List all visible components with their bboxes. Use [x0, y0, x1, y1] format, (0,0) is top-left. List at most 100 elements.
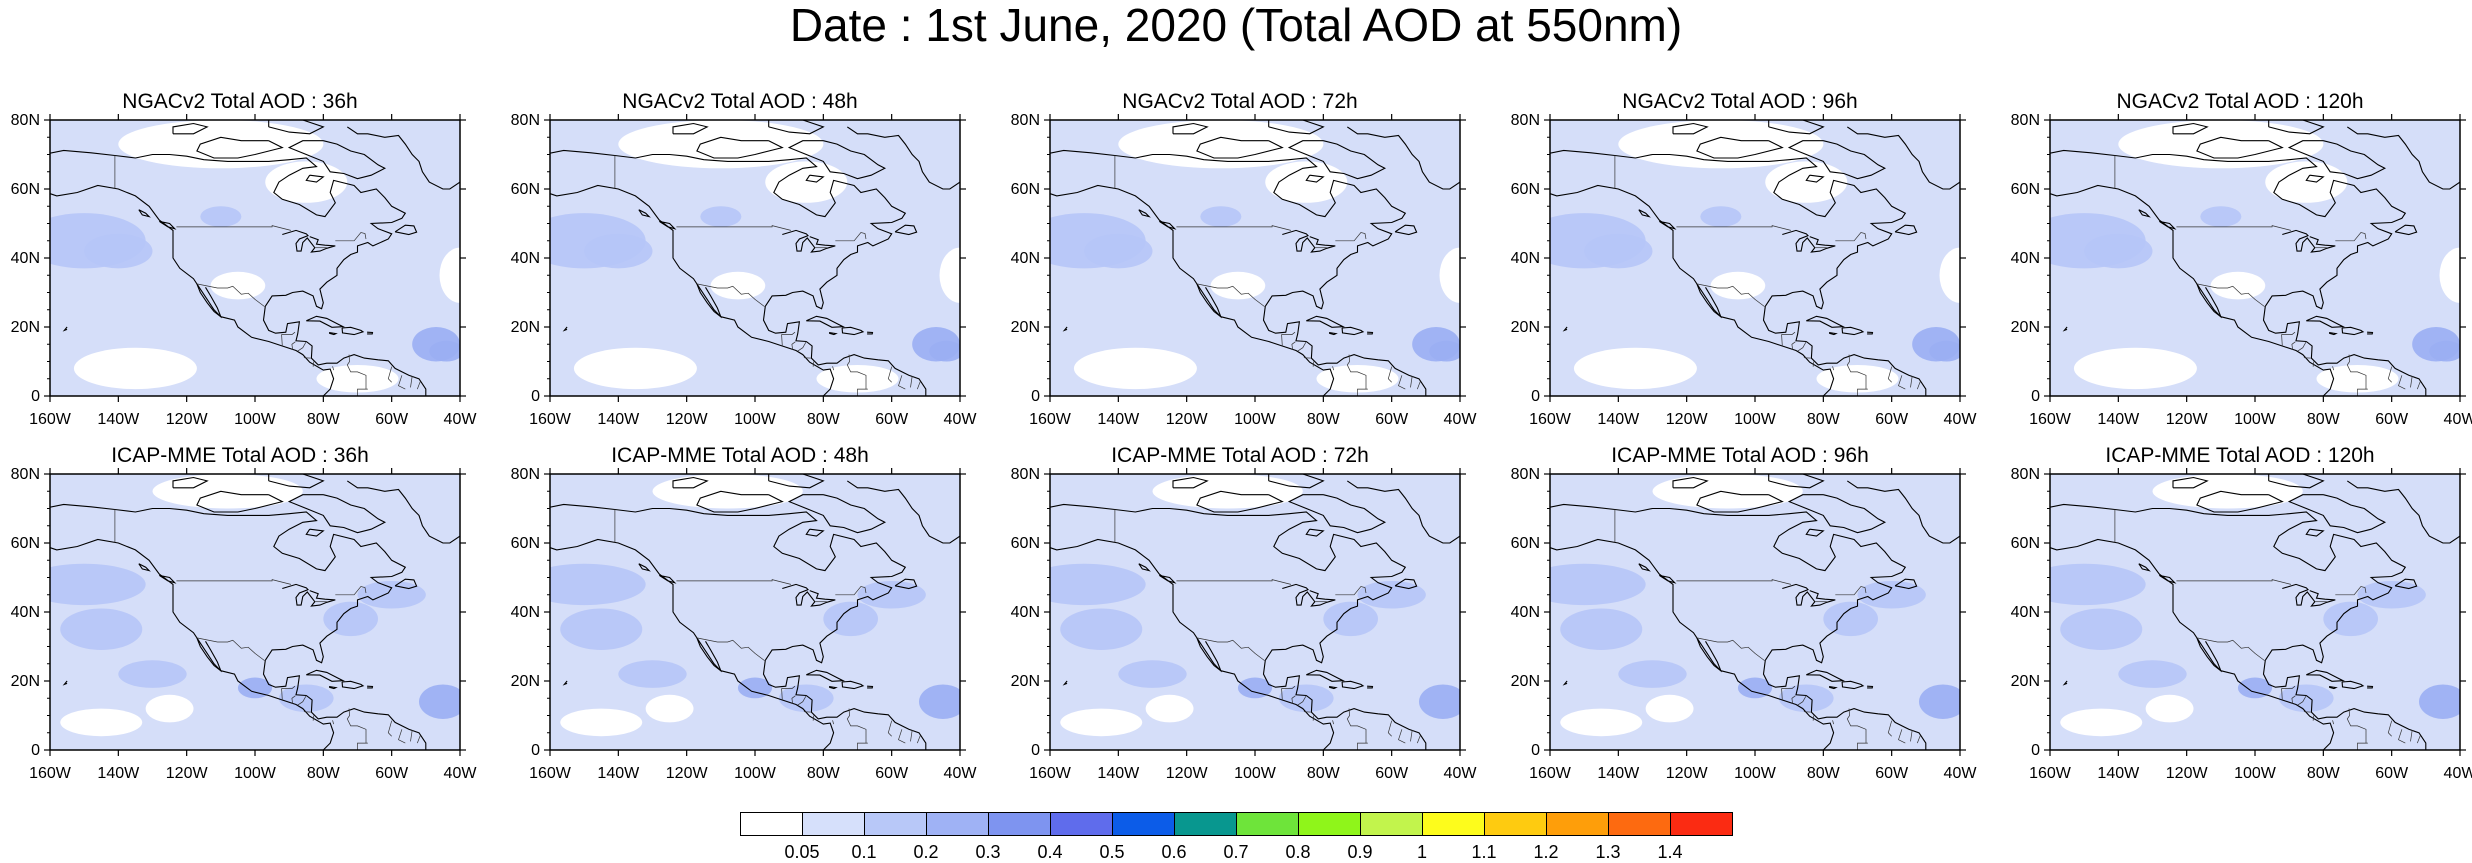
- x-tick-label: 140W: [97, 765, 140, 782]
- clear-area: [653, 474, 803, 509]
- colorbar-label: 0.7: [1206, 842, 1266, 863]
- colorbar-swatch: [988, 812, 1051, 836]
- aod-patch: [2323, 602, 2378, 637]
- colorbar-swatch: [1050, 812, 1113, 836]
- colorbar-label: 0.2: [896, 842, 956, 863]
- x-tick-label: 140W: [597, 411, 640, 428]
- aod-patch: [584, 234, 652, 269]
- colorbar-swatch: [1608, 812, 1671, 836]
- aod-patch: [323, 602, 378, 637]
- y-tick-label: 0: [1531, 388, 1540, 405]
- colorbar-label: 0.9: [1330, 842, 1390, 863]
- x-tick-label: 160W: [1029, 411, 1072, 428]
- x-tick-label: 140W: [2097, 765, 2140, 782]
- x-tick-label: 60W: [1375, 765, 1409, 782]
- x-tick-label: 100W: [2234, 411, 2277, 428]
- clear-area: [1646, 695, 1694, 723]
- clear-area: [1153, 474, 1303, 509]
- aod-patch: [1323, 602, 1378, 637]
- x-tick-label: 80W: [1307, 765, 1341, 782]
- y-tick-label: 40N: [511, 604, 540, 621]
- colorbar-label: 1.3: [1578, 842, 1638, 863]
- colorbar-swatch: [1670, 812, 1733, 836]
- x-tick-label: 40W: [944, 765, 978, 782]
- x-tick-label: 120W: [1666, 411, 1709, 428]
- x-tick-label: 60W: [1875, 765, 1909, 782]
- y-tick-label: 80N: [511, 112, 540, 129]
- aod-patch: [200, 206, 241, 227]
- aod-patch: [1060, 609, 1142, 650]
- x-tick-label: 80W: [2307, 765, 2341, 782]
- x-tick-label: 80W: [2307, 411, 2341, 428]
- y-tick-label: 20N: [1511, 673, 1540, 690]
- y-tick-label: 20N: [1011, 673, 1040, 690]
- colorbar-label: 0.4: [1020, 842, 1080, 863]
- x-tick-label: 60W: [1375, 411, 1409, 428]
- x-tick-label: 120W: [666, 765, 709, 782]
- x-tick-label: 80W: [807, 411, 841, 428]
- x-tick-label: 40W: [1444, 411, 1478, 428]
- clear-area: [211, 272, 266, 300]
- aod-patch: [618, 660, 686, 688]
- x-tick-label: 60W: [1875, 411, 1909, 428]
- aod-patch: [523, 564, 646, 605]
- x-tick-label: 100W: [234, 411, 277, 428]
- y-tick-label: 0: [2031, 742, 2040, 759]
- colorbar-label: 1.1: [1454, 842, 1514, 863]
- x-tick-label: 160W: [29, 411, 72, 428]
- aod-patch: [2023, 564, 2146, 605]
- aod-patch: [1523, 564, 1646, 605]
- y-tick-label: 60N: [511, 535, 540, 552]
- y-tick-label: 20N: [2011, 319, 2040, 336]
- colorbar-swatch: [1174, 812, 1237, 836]
- y-tick-label: 80N: [1011, 112, 1040, 129]
- x-tick-label: 40W: [2444, 765, 2472, 782]
- aod-patch: [429, 341, 463, 362]
- x-tick-label: 60W: [2375, 411, 2409, 428]
- colorbar-swatch: [1546, 812, 1609, 836]
- aod-patch: [2060, 609, 2142, 650]
- clear-area: [2074, 348, 2197, 389]
- aod-patch: [1429, 341, 1463, 362]
- x-tick-label: 140W: [1597, 765, 1640, 782]
- clear-area: [2060, 709, 2142, 737]
- colorbar-label: 1.4: [1640, 842, 1700, 863]
- x-tick-label: 140W: [2097, 411, 2140, 428]
- x-tick-label: 40W: [444, 411, 478, 428]
- y-tick-label: 40N: [1511, 250, 1540, 267]
- y-tick-label: 0: [1031, 388, 1040, 405]
- aod-patch: [1823, 602, 1878, 637]
- aod-patch: [23, 564, 146, 605]
- colorbar-label: 1.2: [1516, 842, 1576, 863]
- x-tick-label: 140W: [1097, 411, 1140, 428]
- aod-patch: [700, 206, 741, 227]
- y-tick-label: 60N: [11, 181, 40, 198]
- y-tick-label: 40N: [1511, 604, 1540, 621]
- clear-area: [74, 348, 197, 389]
- clear-area: [1146, 695, 1194, 723]
- clear-area: [2153, 474, 2303, 509]
- clear-area: [574, 348, 697, 389]
- clear-area: [1074, 348, 1197, 389]
- colorbar-swatch: [1484, 812, 1547, 836]
- aod-patch: [84, 234, 152, 269]
- y-tick-label: 80N: [1511, 112, 1540, 129]
- x-tick-label: 120W: [166, 411, 209, 428]
- y-tick-label: 0: [1531, 742, 1540, 759]
- x-tick-label: 100W: [1234, 765, 1277, 782]
- x-tick-label: 100W: [1734, 765, 1777, 782]
- aod-patch: [2429, 341, 2463, 362]
- x-tick-label: 160W: [2029, 411, 2072, 428]
- y-tick-label: 40N: [11, 604, 40, 621]
- y-tick-label: 40N: [2011, 250, 2040, 267]
- colorbar-label: 0.6: [1144, 842, 1204, 863]
- clear-area: [711, 272, 766, 300]
